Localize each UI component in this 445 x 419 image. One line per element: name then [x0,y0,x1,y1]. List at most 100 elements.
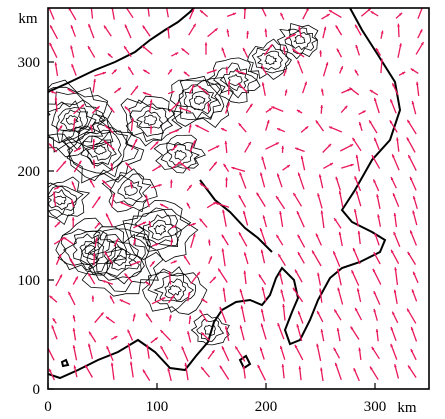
wind-vector-head [298,311,301,315]
wind-vector-head [85,364,88,369]
wind-vector-head [117,87,121,91]
wind-vector-head [297,234,301,238]
wind-vector-head [68,291,71,295]
wind-vector-head [354,209,357,213]
wind-vector-head [297,252,301,256]
wind-vector-head [271,106,275,109]
wind-vector-head [109,107,113,111]
wind-vector-head [219,306,223,310]
wind-vector-head [411,101,415,105]
wind-vector-head [334,309,337,313]
wind-vector-head [393,289,397,293]
wind-vector-head [72,315,76,319]
wind-vector-head [320,367,323,371]
wind-vector [296,324,303,342]
wind-vector-head [184,362,188,366]
wind-vector-head [355,44,359,49]
wind-vector-head [358,347,361,351]
wind-vector-head [207,102,210,106]
wind-vector-head [146,313,149,317]
wind-vector-head [188,184,192,188]
wind-vector-head [243,47,246,52]
wind-vector-head [106,213,109,217]
wind-vector [391,154,400,171]
wind-vector-head [335,362,338,366]
wind-vector-head [333,251,336,255]
contour-line [48,91,106,151]
wind-vector-head [349,144,354,147]
wind-vector-head [134,138,138,142]
wind-vector-head [151,261,155,265]
wind-vector [372,268,382,285]
wind-vector-head [213,69,217,73]
wind-vector-head [171,295,175,299]
wind-vector-head [102,180,106,184]
wind-vector-head [223,163,227,167]
contour-line [178,75,226,121]
wind-vector-head [104,251,108,255]
contour-line [53,195,67,206]
wind-vector [334,362,342,381]
wind-vector-head [88,24,91,28]
wind-vector-head [260,249,264,253]
wind-vector-head [213,161,217,165]
wind-vector-head [410,230,413,234]
wind-vector-head [91,295,95,299]
wind-vector-head [260,323,264,327]
contour-line [63,230,117,271]
wind-vector-head [231,166,235,170]
wind-vector-head [78,160,82,164]
wind-vector-head [392,154,395,158]
wind-vector-head [411,289,415,293]
wind-vector-head [300,155,304,159]
wind-vector-head [354,69,358,73]
wind-vector-head [71,181,75,185]
wind-vector-head [142,221,147,225]
wind-vector [296,210,305,228]
wind-vector-head [70,45,73,49]
eastern-coastline [48,8,402,380]
wind-vector [417,8,423,19]
wind-vector-head [407,308,410,312]
wind-vector-head [292,49,296,52]
wind-vector-head [321,88,324,92]
wind-vector-head [392,311,395,315]
wind-vector [320,210,325,229]
contour-line [124,184,138,197]
wind-vector-head [315,120,319,124]
wind-vector-head [59,125,63,129]
contour-line [183,85,219,115]
contour-line [276,22,319,60]
wind-vector-head [170,238,173,242]
contour-line [143,114,158,126]
wind-vector-head [97,222,101,226]
wind-vector-head [353,368,357,372]
wind-vector-head [336,328,340,331]
wind-vector-head [260,309,264,313]
contour-line [176,79,222,121]
wind-vector-head [114,336,118,339]
wind-vector-head [160,204,164,207]
wind-vector-head [355,190,359,194]
wind-vector-head [338,190,342,194]
wind-vector-head [390,343,394,348]
wind-vector-head [124,46,127,50]
wind-vector-head [393,213,397,216]
contour-line [136,110,163,129]
wind-vector-head [282,46,286,50]
wind-vector-head [317,193,320,197]
wind-vector-head [160,345,164,349]
wind-vector-head [413,271,416,275]
wind-vector-head [261,156,265,160]
wind-vector-head [199,218,203,222]
wind-vector-head [374,97,377,102]
wind-vector-head [350,326,354,330]
contour-line [153,134,206,174]
wind-vector-head [58,254,62,258]
wind-vector-head [355,307,358,312]
wind-vector-head [334,218,337,222]
wind-vector-head [212,276,216,280]
wind-vector-head [127,329,131,333]
wind-vector-head [92,253,96,256]
wind-vector-head [219,365,223,369]
